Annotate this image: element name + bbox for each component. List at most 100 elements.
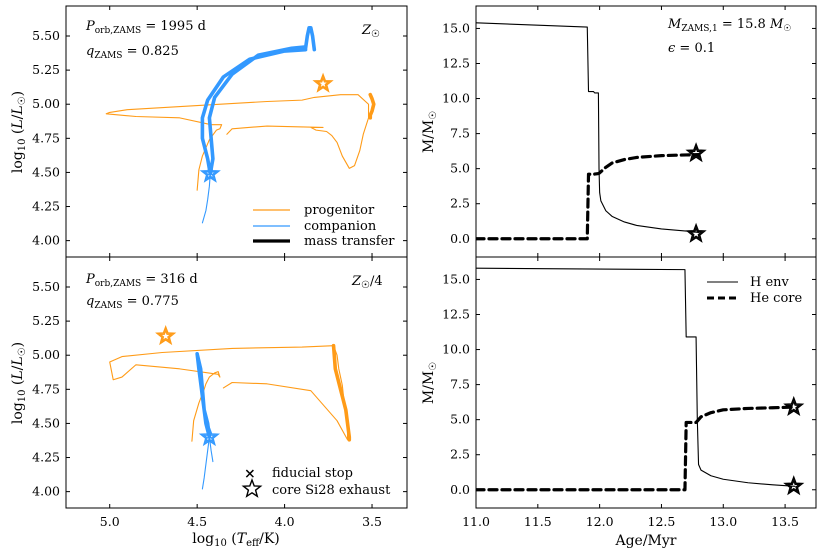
mass-top-plot-area [476,22,707,243]
y-tick-label: 4.25 [32,199,60,214]
star-marker-inner [786,399,801,413]
x-tick-label: 12.5 [648,514,676,529]
y-tick-label: 7.5 [450,377,470,392]
hr-top-ylabel: log10 (L/L☉) [10,91,28,173]
legend-fiducial-stop-label: fiducial stop [272,466,353,481]
star-marker [198,425,220,447]
x-tick-label: 4.0 [275,514,295,529]
y-tick-label: 5.25 [32,313,60,328]
star-marker-inner [203,166,218,180]
x-tick-label: 12.0 [586,514,614,529]
y-tick-label: 10.0 [442,342,470,357]
y-tick-label: 4.00 [32,233,60,248]
y-tick-label: 0.0 [450,231,470,246]
x-tick-label: 5.0 [100,514,120,529]
y-tick-label: 5.00 [32,96,60,111]
hr-bottom-period: Porb,ZAMS = 316 d [85,272,198,289]
y-tick-label: 5.0 [450,412,470,427]
series-companion-mt-2 [207,45,308,176]
star-marker [312,72,334,93]
mass-top-epsilon: ϵ = 0.1 [668,41,715,56]
legend-fiducial-stop-marker: × [244,466,256,482]
star-marker-inner [786,479,801,493]
hr-bottom-legend: × fiducial stop core Si28 exhaust [241,466,391,498]
mass-xlabel: Age/Myr [614,533,676,549]
mass-top-frame [475,5,817,258]
mass-bottom-legend: H env He core [707,275,802,306]
legend-si28-label: core Si28 exhaust [272,483,391,498]
hr-bottom-frame [65,256,408,509]
series-h-env [476,267,796,487]
star-marker [155,324,177,346]
mass-bottom-frame [475,256,817,509]
series-h-env [476,22,700,234]
legend-companion-label: companion [304,219,377,234]
mass-bottom-plot-area [476,267,805,496]
series-progenitor-mt [368,92,376,120]
y-tick-label: 10.0 [442,91,470,106]
star-marker [199,162,221,183]
mass-bottom-ylabel: M/M☉ [421,362,439,404]
series-progenitor [109,345,349,442]
y-tick-label: 4.00 [32,484,60,499]
star-marker-inner [689,226,703,240]
star-marker [685,222,707,243]
y-tick-label: 12.5 [442,306,470,321]
series-companion-mt-3 [303,26,317,52]
star-marker-inner [158,328,173,342]
star-marker [783,395,805,417]
series-he-core [476,153,701,241]
hr-bottom-metallicity: Z☉/4 [351,274,383,291]
mass-top-ticks: 0.0 2.5 5.0 7.5 10.0 12.5 15.0 [442,6,816,257]
y-tick-label: 12.5 [442,55,470,70]
panel-hr-top: 4.00 4.25 4.50 4.75 5.00 5.25 5.50 Porb,ZAMS =… [32,5,408,258]
panel-mass-top: 0.0 2.5 5.0 7.5 10.0 12.5 15.0 MZAMS,1 = 15.8 … [442,5,817,258]
x-tick-label: 11.0 [462,514,490,529]
y-tick-label: 4.75 [32,130,60,145]
mass-top-ylabel: M/M☉ [421,111,439,153]
y-tick-label: 4.75 [32,381,60,396]
x-tick-label: 11.5 [524,514,552,529]
y-tick-label: 5.25 [32,62,60,77]
series-progenitor [105,94,370,191]
y-tick-label: 4.25 [32,450,60,465]
star-marker-inner [316,76,330,90]
y-tick-label: 2.5 [450,196,470,211]
x-tick-label: 4.5 [187,514,207,529]
star-marker-inner [689,146,703,160]
series-companion [201,436,210,490]
hr-bottom-plot-area [109,324,352,490]
star-marker [783,475,805,496]
legend-he-core-label: He core [750,291,802,306]
hr-bottom-ticks: 5.0 4.5 4.0 3.5 4.00 4.25 4.50 4.75 5.00 5.25 5.50 [32,257,407,529]
hr-top-ticks: 4.00 4.25 4.50 4.75 5.00 5.25 5.50 [32,6,407,257]
mass-bottom-ticks: 11.0 11.5 12.0 12.5 13.0 13.5 0.0 2.5 5.0 7.5 10.0… [442,257,816,529]
y-tick-label: 4.50 [32,164,60,179]
y-tick-label: 15.0 [442,20,470,35]
y-tick-label: 2.5 [450,447,470,462]
y-tick-label: 5.50 [32,279,60,294]
y-tick-label: 7.5 [450,126,470,141]
legend-h-env-label: H env [750,275,790,290]
x-tick-label: 3.5 [362,514,382,529]
panel-mass-bottom: 11.0 11.5 12.0 12.5 13.0 13.5 0.0 2.5 5.0 7.5 10.0… [442,256,817,529]
hr-bottom-q: qZAMS = 0.775 [86,294,179,311]
y-tick-label: 5.0 [450,161,470,176]
legend-progenitor-label: progenitor [304,203,375,218]
series-progenitor-mt [331,343,352,442]
series-companion-mt [195,352,212,439]
y-tick-label: 0.0 [450,482,470,497]
mass-top-zams-mass: MZAMS,1 = 15.8 M☉ [667,17,791,34]
y-tick-label: 4.50 [32,415,60,430]
hr-top-period: Porb,ZAMS = 1995 d [85,19,206,36]
series-he-core [476,405,797,492]
hr-top-q: qZAMS = 0.825 [86,44,179,61]
legend-si28-star-marker [241,478,263,498]
series-companion [201,173,211,224]
y-tick-label: 15.0 [442,271,470,286]
panel-hr-bottom: 5.0 4.5 4.0 3.5 4.00 4.25 4.50 4.75 5.00 5.25 5.50… [32,256,408,529]
y-tick-label: 5.00 [32,347,60,362]
hr-top-legend: progenitor companion mass transfer [253,203,395,249]
hr-top-plot-area [105,26,376,224]
